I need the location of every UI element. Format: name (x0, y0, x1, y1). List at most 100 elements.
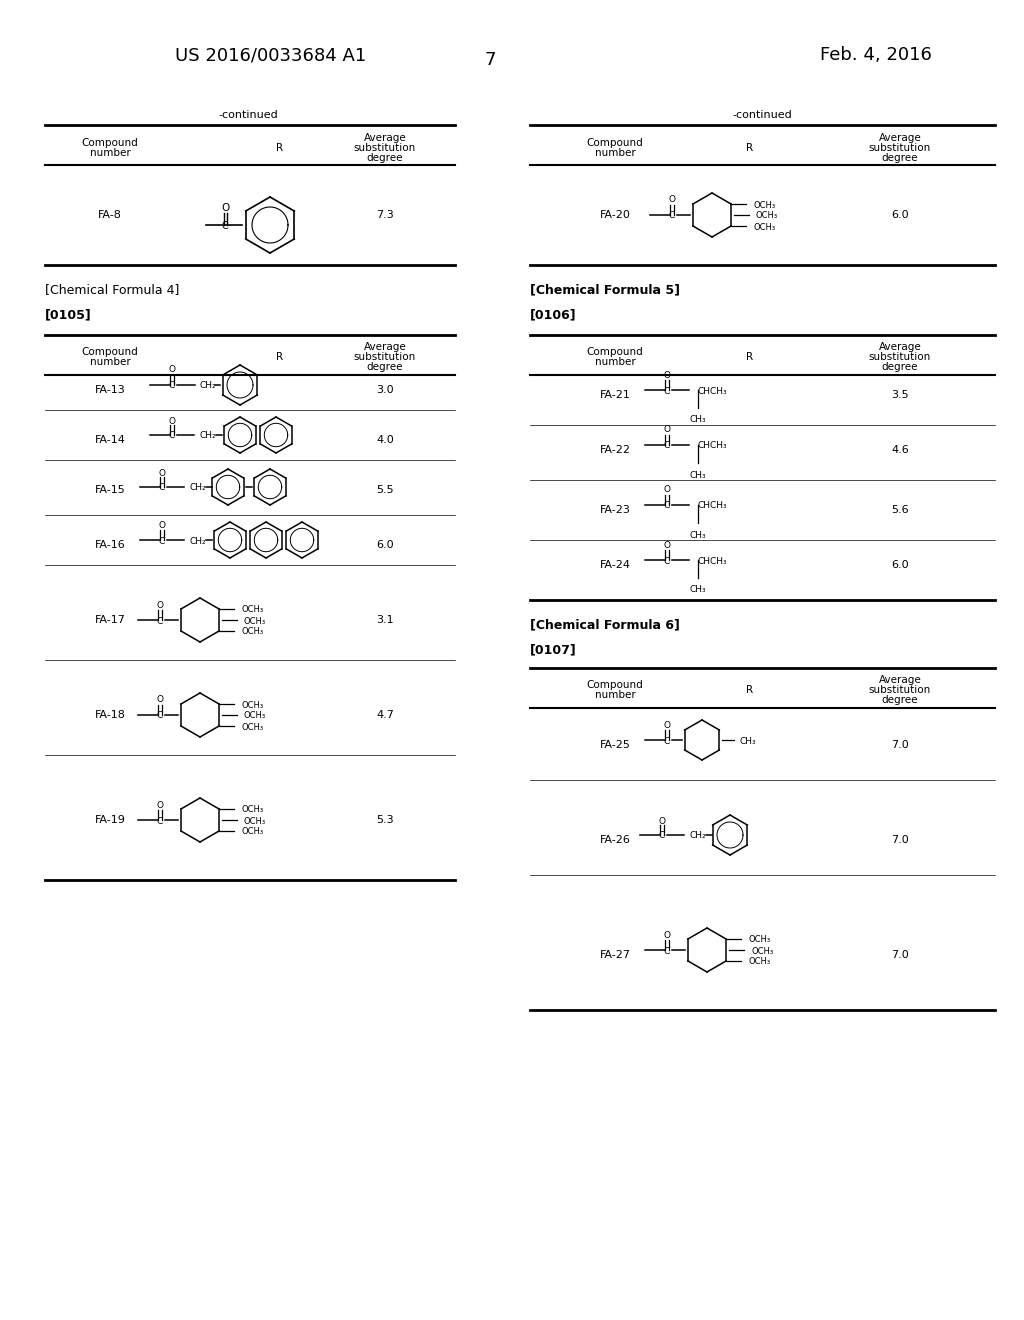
Text: 5.6: 5.6 (891, 506, 909, 515)
Text: FA-19: FA-19 (94, 814, 125, 825)
Text: degree: degree (882, 153, 919, 162)
Text: O: O (664, 425, 671, 434)
Text: FA-8: FA-8 (98, 210, 122, 220)
Text: CH₂: CH₂ (189, 536, 206, 545)
Text: CH₃: CH₃ (690, 416, 707, 425)
Text: [0105]: [0105] (45, 309, 92, 322)
Text: OCH₃: OCH₃ (241, 606, 263, 615)
Text: O: O (669, 195, 676, 205)
Text: OCH₃: OCH₃ (753, 201, 775, 210)
Text: R: R (276, 352, 284, 362)
Text: CH₃: CH₃ (690, 531, 707, 540)
Text: number: number (90, 356, 130, 367)
Text: degree: degree (367, 153, 403, 162)
Text: CH₃: CH₃ (690, 586, 707, 594)
Text: US 2016/0033684 A1: US 2016/0033684 A1 (175, 46, 367, 63)
Text: CH₂: CH₂ (199, 381, 216, 391)
Text: OCH₃: OCH₃ (244, 817, 266, 825)
Text: CHCH₃: CHCH₃ (697, 441, 727, 450)
Text: C: C (664, 557, 670, 565)
Text: number: number (90, 148, 130, 158)
Text: substitution: substitution (869, 143, 931, 153)
Text: O: O (221, 203, 229, 213)
Text: Compound: Compound (82, 347, 138, 356)
Text: CH₂: CH₂ (189, 483, 206, 492)
Text: C: C (664, 946, 670, 956)
Text: OCH₃: OCH₃ (244, 711, 266, 721)
Text: O: O (664, 931, 671, 940)
Text: 6.0: 6.0 (376, 540, 394, 550)
Text: C: C (159, 483, 165, 492)
Text: R: R (746, 143, 754, 153)
Text: C: C (157, 817, 163, 825)
Text: 7.3: 7.3 (376, 210, 394, 220)
Text: C: C (159, 536, 165, 545)
Text: [0106]: [0106] (530, 309, 577, 322)
Text: FA-21: FA-21 (600, 389, 631, 400)
Text: 3.0: 3.0 (376, 385, 394, 395)
Text: O: O (664, 486, 671, 495)
Text: 5.5: 5.5 (376, 484, 394, 495)
Text: OCH₃: OCH₃ (749, 936, 770, 945)
Text: 3.1: 3.1 (376, 615, 394, 624)
Text: [Chemical Formula 5]: [Chemical Formula 5] (530, 284, 680, 297)
Text: C: C (664, 387, 670, 396)
Text: OCH₃: OCH₃ (241, 828, 263, 837)
Text: Average: Average (364, 133, 407, 143)
Text: OCH₃: OCH₃ (749, 957, 770, 966)
Text: FA-26: FA-26 (600, 836, 631, 845)
Text: C: C (669, 211, 675, 220)
Text: CH₂: CH₂ (689, 832, 706, 841)
Text: Feb. 4, 2016: Feb. 4, 2016 (820, 46, 932, 63)
Text: O: O (664, 371, 671, 380)
Text: OCH₃: OCH₃ (244, 616, 266, 626)
Text: O: O (658, 817, 666, 825)
Text: CHCH₃: CHCH₃ (697, 502, 727, 511)
Text: 7.0: 7.0 (891, 836, 909, 845)
Text: degree: degree (882, 362, 919, 372)
Text: OCH₃: OCH₃ (756, 211, 778, 220)
Text: CH₃: CH₃ (740, 737, 757, 746)
Text: O: O (159, 521, 166, 531)
Text: -continued: -continued (732, 110, 792, 120)
Text: Average: Average (879, 342, 922, 352)
Text: Compound: Compound (82, 139, 138, 148)
Text: O: O (157, 696, 164, 705)
Text: FA-14: FA-14 (94, 436, 125, 445)
Text: Compound: Compound (587, 347, 643, 356)
Text: CHCH₃: CHCH₃ (697, 557, 727, 565)
Text: [Chemical Formula 6]: [Chemical Formula 6] (530, 619, 680, 631)
Text: O: O (157, 601, 164, 610)
Text: 7.0: 7.0 (891, 950, 909, 960)
Text: substitution: substitution (354, 352, 416, 362)
Text: substitution: substitution (869, 352, 931, 362)
Text: 6.0: 6.0 (891, 560, 909, 570)
Text: Average: Average (879, 675, 922, 685)
Text: FA-22: FA-22 (599, 445, 631, 455)
Text: O: O (169, 366, 175, 375)
Text: C: C (664, 502, 670, 511)
Text: 7.0: 7.0 (891, 741, 909, 750)
Text: C: C (221, 220, 228, 231)
Text: O: O (664, 540, 671, 549)
Text: FA-27: FA-27 (599, 950, 631, 960)
Text: number: number (595, 690, 635, 700)
Text: FA-20: FA-20 (600, 210, 631, 220)
Text: number: number (595, 356, 635, 367)
Text: 6.0: 6.0 (891, 210, 909, 220)
Text: C: C (658, 832, 666, 841)
Text: 4.0: 4.0 (376, 436, 394, 445)
Text: [Chemical Formula 4]: [Chemical Formula 4] (45, 284, 179, 297)
Text: R: R (276, 143, 284, 153)
Text: FA-24: FA-24 (599, 560, 631, 570)
Text: Average: Average (364, 342, 407, 352)
Text: C: C (157, 711, 163, 721)
Text: FA-13: FA-13 (94, 385, 125, 395)
Text: R: R (746, 685, 754, 696)
Text: number: number (595, 148, 635, 158)
Text: R: R (746, 352, 754, 362)
Text: [0107]: [0107] (530, 644, 577, 656)
Text: degree: degree (367, 362, 403, 372)
Text: C: C (169, 381, 175, 391)
Text: OCH₃: OCH₃ (751, 946, 773, 956)
